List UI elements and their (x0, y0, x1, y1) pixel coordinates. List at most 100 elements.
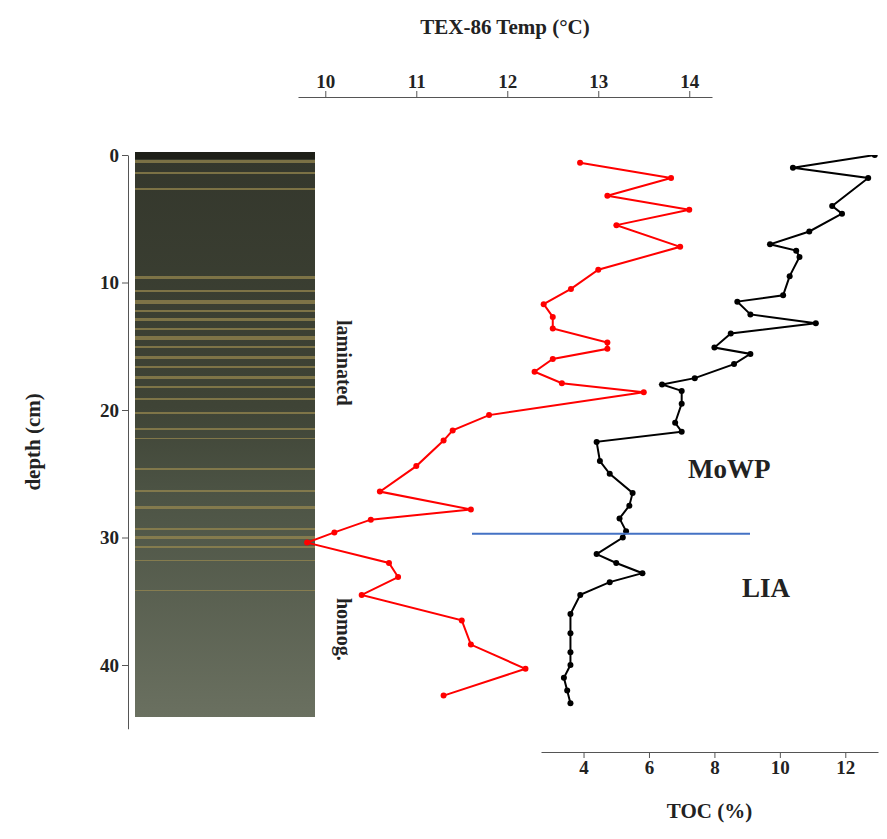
marker (617, 515, 623, 521)
marker (459, 617, 465, 623)
marker (304, 540, 310, 546)
x2-axis: 10 11 12 13 14 (299, 71, 713, 98)
marker (734, 299, 740, 305)
marker (577, 592, 583, 598)
marker (607, 471, 613, 477)
marker (522, 666, 528, 672)
tick: 8 (710, 752, 720, 778)
marker (607, 579, 613, 585)
series (304, 160, 692, 699)
marker (679, 401, 685, 407)
core-lamina (135, 506, 315, 509)
core-lamina (135, 318, 315, 321)
core-lamina (135, 398, 315, 400)
tick: 12 (836, 752, 855, 778)
marker (780, 292, 786, 298)
core-lamina (135, 490, 315, 492)
annotation: LIA (742, 573, 791, 603)
core-lamina (135, 590, 315, 591)
tick-mark (122, 155, 128, 156)
marker (567, 662, 573, 668)
marker (796, 254, 802, 260)
tick: 10 (316, 71, 335, 97)
marker (813, 320, 819, 326)
tick-mark (122, 283, 128, 284)
tick-label: 10 (100, 272, 119, 293)
y-axis: 010203040 (100, 145, 129, 730)
marker (613, 560, 619, 566)
marker (728, 331, 734, 337)
tick-label: 10 (771, 757, 790, 778)
marker (567, 630, 573, 636)
core-lamina (135, 366, 315, 368)
core-lamina (135, 336, 315, 340)
tick: 12 (498, 71, 517, 97)
core-lamina (135, 528, 315, 530)
marker (594, 439, 600, 445)
core-lamina (135, 160, 315, 163)
marker (686, 207, 692, 213)
boundary-line (472, 533, 750, 535)
marker (679, 429, 685, 435)
core-lamina (135, 546, 315, 548)
axis-line (542, 752, 879, 753)
marker (561, 675, 567, 681)
marker (679, 388, 685, 394)
core-lamina (135, 412, 315, 414)
marker (731, 361, 737, 367)
marker (613, 222, 619, 228)
tick-label: 12 (836, 757, 855, 778)
marker (486, 412, 492, 418)
tick-label: 0 (110, 145, 120, 166)
axis-title: TEX-86 Temp (°C) (420, 15, 589, 39)
core-lamina (135, 346, 315, 348)
marker (331, 529, 337, 535)
marker (594, 551, 600, 557)
marker (767, 241, 773, 247)
marker (604, 193, 610, 199)
core-top (135, 152, 315, 159)
marker (747, 351, 753, 357)
core-lamina (135, 438, 315, 439)
tick: 4 (579, 752, 589, 778)
marker (559, 380, 565, 386)
tick-label: 30 (100, 527, 119, 548)
marker (468, 642, 474, 648)
marker (564, 688, 570, 694)
core-lamina (135, 536, 315, 539)
tick: 30 (100, 527, 128, 548)
tick: 14 (680, 71, 700, 97)
marker (441, 693, 447, 699)
tick-label: 8 (710, 757, 720, 778)
marker (793, 248, 799, 254)
core-lamina (135, 356, 315, 359)
marker (395, 574, 401, 580)
tick: 11 (408, 71, 426, 97)
tick-label: 10 (316, 71, 335, 92)
marker (550, 325, 556, 331)
marker (604, 339, 610, 345)
series (561, 155, 878, 706)
tick-mark (122, 665, 128, 666)
marker (532, 369, 538, 375)
axis-title: TOC (%) (667, 799, 752, 823)
marker (872, 155, 878, 158)
marker (359, 592, 365, 598)
marker (620, 535, 626, 541)
core-lamina (135, 290, 315, 292)
x-axis: 4681012 (542, 752, 879, 778)
tick-label: 4 (579, 757, 589, 778)
axis-line (299, 97, 713, 98)
marker (672, 420, 678, 426)
core-label: homog. (332, 598, 355, 661)
marker (806, 229, 812, 235)
tick: 13 (589, 71, 608, 97)
marker (747, 311, 753, 317)
marker (550, 314, 556, 320)
tick: 20 (100, 400, 128, 421)
core-lamina (135, 300, 315, 304)
marker (641, 389, 647, 395)
marker (541, 301, 547, 307)
marker (839, 211, 845, 217)
tick-label: 14 (680, 71, 700, 92)
